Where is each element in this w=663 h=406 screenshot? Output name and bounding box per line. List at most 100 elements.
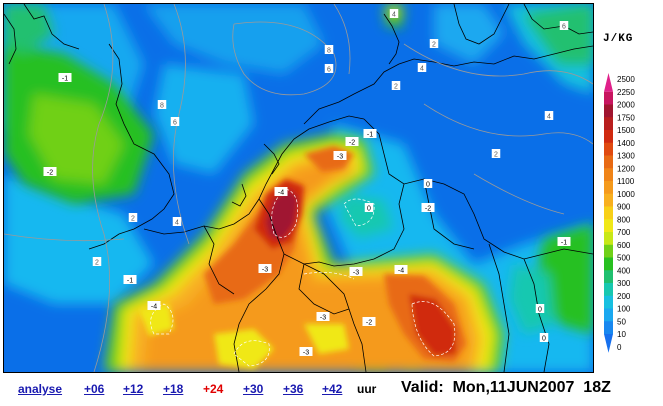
legend-unit-label: J/KG — [603, 33, 634, 45]
legend-swatch — [604, 91, 613, 105]
legend-level-label: 10 — [617, 330, 626, 339]
legend-level-label: 1200 — [617, 164, 635, 173]
contour-labels: -1 -1 -2 -2 -3 -4 -1 0 -2 -3 -4 -3 -4 -3 -2 -3 -1 0 0 0 2 2 4 8… — [43, 9, 571, 357]
contour-label: -2 — [362, 317, 376, 327]
svg-text:0: 0 — [426, 182, 430, 189]
legend-level-label: 1400 — [617, 139, 635, 148]
contour-label: 8 — [157, 100, 167, 110]
svg-text:6: 6 — [173, 120, 177, 127]
legend-level-label: 2250 — [617, 88, 635, 97]
time-unit-label: uur — [357, 382, 377, 396]
svg-text:-3: -3 — [303, 350, 309, 357]
contour-label: -2 — [421, 203, 435, 213]
legend-level-label: 1300 — [617, 152, 635, 161]
contour-label: 6 — [170, 117, 180, 127]
contour-label: 4 — [172, 217, 182, 227]
legend-swatch — [604, 244, 613, 258]
legend-level-label: 300 — [617, 279, 631, 288]
footer-bar: analyse +06 +12 +18 +24 +30 +36 +42 uur Valid: … — [0, 376, 663, 406]
legend-swatch — [604, 219, 613, 233]
contour-label: -3 — [316, 312, 330, 322]
svg-text:-1: -1 — [367, 132, 373, 139]
legend-swatch — [604, 257, 613, 271]
cape-map: -1 -1 -2 -2 -3 -4 -1 0 -2 -3 -4 -3 -4 -3 -2 -3 -1 0 0 0 2 2 4 8… — [4, 4, 593, 372]
contour-label: -4 — [394, 265, 408, 275]
legend-swatch — [604, 321, 613, 335]
svg-text:4: 4 — [392, 12, 396, 19]
legend-level-label: 800 — [617, 215, 631, 224]
svg-text:0: 0 — [538, 307, 542, 314]
legend-level-label: 1100 — [617, 177, 635, 186]
svg-text:-3: -3 — [262, 267, 268, 274]
cape-contours — [150, 188, 456, 367]
contour-label: -1 — [557, 237, 571, 247]
legend-level-label: 2500 — [617, 75, 635, 84]
contour-label: 2 — [491, 149, 501, 159]
contour-label: -3 — [299, 347, 313, 357]
valid-time-label: Valid: Mon,11JUN2007 18Z — [401, 379, 611, 396]
forecast-link-analyse[interactable]: analyse — [18, 382, 63, 396]
svg-text:-3: -3 — [353, 270, 359, 277]
contour-label: -1 — [58, 73, 72, 83]
svg-text:2: 2 — [394, 84, 398, 91]
contour-label: 0 — [539, 333, 549, 343]
legend-swatch — [604, 270, 613, 284]
legend-swatch — [604, 168, 613, 182]
legend-swatch — [604, 206, 613, 220]
legend-swatch — [604, 155, 613, 169]
forecast-link-plus06[interactable]: +06 — [84, 382, 105, 396]
contour-label: 6 — [324, 64, 334, 74]
color-scale: 2500225020001750150014001300120011001000… — [604, 73, 635, 353]
legend-swatch — [604, 117, 613, 131]
legend-level-label: 100 — [617, 305, 631, 314]
legend-swatch — [604, 232, 613, 246]
coastlines — [4, 4, 593, 372]
legend-panel: J/KG 2500 2250 2000 1750 1500 1400 1300 1200 110… — [597, 3, 660, 371]
svg-text:-2: -2 — [47, 170, 53, 177]
svg-text:-1: -1 — [561, 240, 567, 247]
legend-swatch — [604, 295, 613, 309]
svg-text:8: 8 — [327, 48, 331, 55]
svg-text:8: 8 — [160, 103, 164, 110]
legend-swatch — [604, 130, 613, 144]
legend-level-label: 400 — [617, 266, 631, 275]
legend-level-label: 600 — [617, 241, 631, 250]
legend-swatch — [604, 283, 613, 297]
contour-label: 8 — [324, 45, 334, 55]
contour-label: -3 — [258, 264, 272, 274]
contour-label: 4 — [389, 9, 399, 19]
forecast-link-plus36[interactable]: +36 — [283, 382, 304, 396]
contour-label: -3 — [349, 267, 363, 277]
svg-text:0: 0 — [367, 206, 371, 213]
contour-label: 4 — [417, 63, 427, 73]
legend-level-label: 2000 — [617, 101, 635, 110]
svg-text:-3: -3 — [320, 315, 326, 322]
contour-label: -4 — [274, 187, 288, 197]
geopotential-contours — [4, 4, 593, 372]
svg-text:-3: -3 — [337, 154, 343, 161]
svg-text:-1: -1 — [62, 76, 68, 83]
svg-text:2: 2 — [131, 216, 135, 223]
legend-swatch — [604, 308, 613, 322]
svg-text:-2: -2 — [366, 320, 372, 327]
forecast-link-plus30[interactable]: +30 — [243, 382, 264, 396]
forecast-link-plus18[interactable]: +18 — [163, 382, 184, 396]
contour-label: 2 — [429, 39, 439, 49]
svg-text:-1: -1 — [127, 278, 133, 285]
legend-level-label: 1750 — [617, 113, 635, 122]
cape-field — [4, 4, 593, 372]
legend-swatch — [604, 181, 613, 195]
contour-label: 6 — [559, 21, 569, 31]
svg-text:0: 0 — [542, 336, 546, 343]
svg-text:6: 6 — [327, 67, 331, 74]
contour-label: 0 — [364, 203, 374, 213]
legend-swatch — [604, 334, 613, 353]
contour-label: -1 — [363, 129, 377, 139]
forecast-link-plus12[interactable]: +12 — [123, 382, 144, 396]
legend-swatch — [604, 142, 613, 156]
legend-level-label: 900 — [617, 203, 631, 212]
svg-text:2: 2 — [432, 42, 436, 49]
forecast-link-plus42[interactable]: +42 — [322, 382, 343, 396]
forecast-link-plus24[interactable]: +24 — [203, 382, 224, 396]
svg-text:4: 4 — [547, 114, 551, 121]
